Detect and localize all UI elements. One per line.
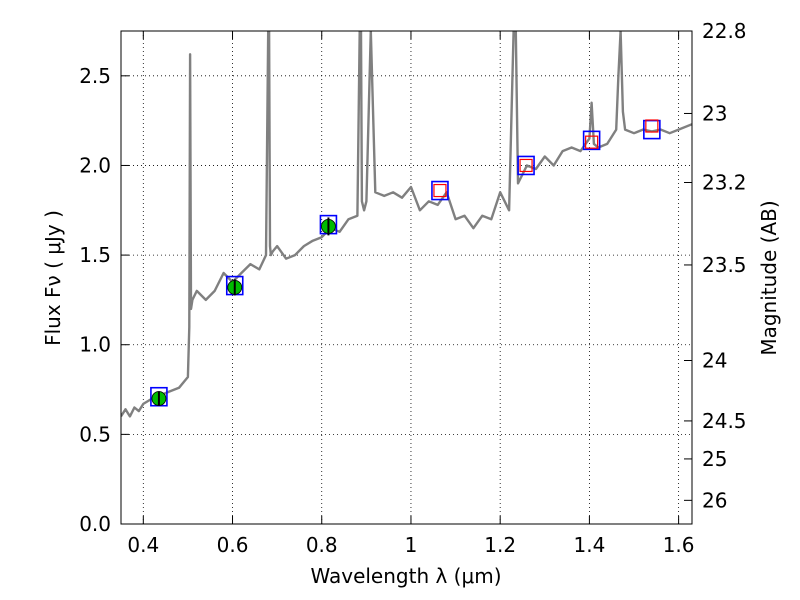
right-tick-label: 24.5: [702, 409, 747, 433]
y-tick-label: 1.5: [79, 243, 111, 267]
model-photometry-square: [582, 130, 601, 151]
right-tick-label: 23.2: [702, 170, 747, 194]
x-tick-label: 1.2: [484, 533, 516, 557]
y-tick-label: 2.5: [79, 64, 111, 88]
right-tick-label: 23.5: [702, 253, 747, 277]
y-tick-label: 0.0: [79, 512, 111, 536]
right-tick-label: 23: [702, 101, 727, 125]
x-tick-label: 1.4: [573, 533, 605, 557]
predicted-photometry-square: [645, 119, 659, 133]
y-axis-label: Flux Fν ( μJy ): [41, 210, 65, 346]
axis-ticks: [121, 30, 692, 525]
right-axis-label: Magnitude (AB): [757, 200, 781, 355]
plot-area: [121, 31, 692, 524]
x-tick-label: 1: [405, 533, 418, 557]
y-tick-label: 0.5: [79, 422, 111, 446]
right-tick-label: 25: [702, 447, 727, 471]
photometry-layer: [150, 119, 661, 407]
model-photometry-square: [431, 180, 449, 201]
sed-model-layer: [121, 31, 692, 418]
plot-frame: [120, 30, 693, 525]
sed-model-line: [121, 31, 692, 418]
x-axis-label: Wavelength λ (μm): [310, 564, 501, 588]
right-tick-label: 24: [702, 349, 727, 373]
right-tick-label: 22.8: [702, 19, 747, 43]
x-tick-label: 0.8: [306, 533, 338, 557]
right-tick-label: 26: [702, 488, 727, 512]
x-tick-label: 1.6: [663, 533, 695, 557]
x-tick-label: 0.4: [127, 533, 159, 557]
y-tick-label: 1.0: [79, 333, 111, 357]
y-tick-label: 2.0: [79, 153, 111, 177]
model-photometry-square: [517, 155, 535, 176]
predicted-photometry-square: [433, 183, 447, 198]
predicted-photometry-square: [585, 135, 599, 149]
tick-labels: 0.4 0.6 0.8 1 1.2 1.4 1.6 0.0 0.5 1.0 1.5 2.0 2.5 22.…: [79, 19, 746, 557]
predicted-photometry-square: [519, 158, 533, 173]
x-tick-label: 0.6: [217, 533, 249, 557]
